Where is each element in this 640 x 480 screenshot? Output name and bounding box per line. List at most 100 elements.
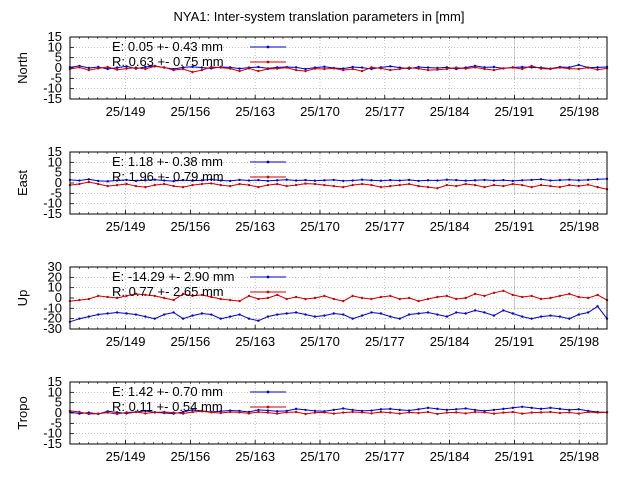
data-point-e: [304, 313, 307, 316]
data-point-e: [219, 179, 222, 182]
data-point-e: [313, 315, 317, 318]
data-point-e: [549, 406, 552, 410]
data-point-r: [426, 297, 430, 301]
x-tick-label: 25/163: [235, 219, 275, 234]
data-point-r: [228, 298, 232, 302]
data-point-r: [398, 297, 401, 301]
plot-frame: [69, 381, 608, 445]
data-point-r: [426, 410, 430, 414]
data-point-r: [389, 184, 392, 188]
data-point-r: [200, 293, 204, 297]
x-tick-label: 25/198: [559, 449, 599, 464]
data-point-e: [304, 178, 307, 182]
data-point-e: [398, 179, 401, 182]
data-point-r: [219, 183, 222, 187]
data-point-r: [483, 185, 486, 189]
data-point-e: [521, 405, 524, 408]
data-point-r: [219, 411, 222, 415]
data-point-e: [577, 408, 580, 411]
data-point-r: [134, 184, 138, 188]
data-point-e: [115, 66, 119, 69]
data-point-r: [125, 67, 128, 70]
data-point-e: [549, 179, 552, 182]
data-point-e: [596, 305, 599, 308]
x-tick-label: 25/156: [170, 334, 210, 349]
data-point-r: [144, 293, 147, 297]
y-tick-label: -10: [43, 426, 62, 441]
data-point-r: [511, 293, 514, 297]
data-point-r: [558, 294, 562, 298]
data-point-r: [445, 183, 449, 187]
data-point-e: [219, 317, 222, 320]
data-point-r: [511, 182, 514, 186]
plot-frame: [69, 36, 608, 100]
data-point-r: [398, 183, 401, 187]
y-tick-label: -15: [43, 436, 62, 451]
data-point-r: [521, 412, 524, 415]
data-point-e: [351, 65, 354, 69]
data-point-r: [78, 410, 81, 414]
data-point-r: [568, 183, 571, 187]
x-tick-label: 25/156: [170, 449, 210, 464]
data-point-r: [181, 185, 185, 189]
data-point-r: [483, 294, 486, 298]
data-point-r: [144, 185, 147, 189]
data-point-r: [266, 67, 270, 71]
data-point-e: [144, 65, 147, 69]
data-point-r: [285, 66, 288, 69]
data-point-r: [87, 180, 91, 184]
data-point-e: [115, 311, 119, 314]
data-point-e: [389, 315, 392, 318]
data-point-e: [398, 317, 401, 320]
series-line-r: [69, 65, 608, 73]
data-point-e: [511, 312, 514, 315]
data-point-r: [276, 67, 279, 70]
data-point-e: [285, 312, 288, 315]
legend-label-r: R: 0.11 +- 0.54 mm: [112, 399, 223, 414]
data-point-e: [78, 317, 81, 320]
data-point-r: [323, 294, 326, 298]
data-point-r: [502, 184, 505, 188]
data-point-r: [115, 183, 119, 187]
data-point-r: [511, 66, 514, 69]
data-point-r: [360, 296, 364, 300]
data-point-e: [549, 314, 552, 317]
plot-frame: [69, 266, 608, 330]
data-point-r: [511, 410, 514, 414]
data-point-e: [426, 66, 430, 69]
data-point-r: [586, 296, 590, 300]
data-point-e: [389, 407, 392, 411]
data-point-e: [445, 315, 449, 318]
data-point-r: [257, 410, 260, 414]
x-tick-label: 25/149: [106, 449, 146, 464]
data-point-e: [351, 317, 354, 320]
legend-marker-r: [266, 290, 270, 294]
data-point-e: [511, 406, 514, 410]
legend-marker-e: [266, 45, 270, 49]
data-point-r: [219, 66, 222, 69]
data-point-r: [473, 66, 477, 69]
data-point-r: [200, 68, 204, 72]
data-point-e: [276, 313, 279, 316]
data-point-r: [342, 411, 345, 414]
data-point-r: [78, 298, 81, 302]
data-point-r: [163, 66, 166, 69]
data-point-e: [511, 179, 514, 183]
data-point-r: [568, 67, 571, 70]
data-point-e: [200, 312, 204, 315]
series-line-r: [69, 181, 608, 190]
data-point-r: [426, 68, 430, 72]
data-point-r: [125, 411, 128, 414]
data-point-e: [181, 178, 185, 182]
data-point-r: [596, 185, 599, 189]
x-tick-label: 25/149: [106, 334, 146, 349]
data-point-e: [266, 315, 270, 318]
data-point-r: [464, 182, 467, 186]
data-point-e: [332, 312, 335, 315]
series-line-r: [69, 290, 608, 302]
data-point-r: [153, 411, 156, 414]
y-tick-label: 5: [55, 165, 62, 180]
data-point-r: [342, 68, 345, 72]
data-point-e: [163, 179, 166, 182]
x-tick-label: 25/184: [430, 334, 470, 349]
